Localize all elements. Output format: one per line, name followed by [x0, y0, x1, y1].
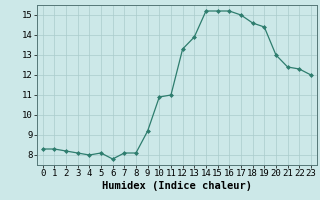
- X-axis label: Humidex (Indice chaleur): Humidex (Indice chaleur): [102, 181, 252, 191]
